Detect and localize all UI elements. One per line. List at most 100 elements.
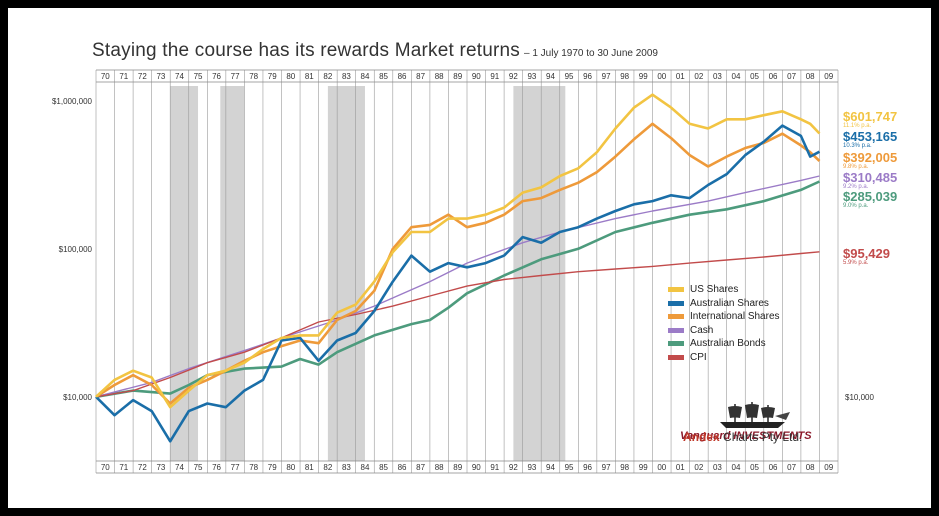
end-value-rate: 9.8% p.a. xyxy=(843,164,869,170)
x-tick-bottom: 81 xyxy=(305,463,314,472)
end-value-rate: 11.1% p.a. xyxy=(843,123,872,129)
legend-label: CPI xyxy=(690,351,707,363)
y-tick-label: $100,000 xyxy=(59,245,93,254)
x-tick-top: 70 xyxy=(101,72,110,81)
end-value-rate: 5.9% p.a. xyxy=(843,260,869,266)
chart-title: Staying the course has its rewards Marke… xyxy=(92,40,658,62)
x-tick-top: 91 xyxy=(490,72,499,81)
vanguard-logo-text: Vanguard INVESTMENTS xyxy=(680,430,812,442)
end-value-amount: $453,165 xyxy=(843,129,898,144)
end-value-rate: 9.2% p.a. xyxy=(843,184,869,190)
legend-entry: Australian Bonds xyxy=(668,337,780,351)
andex-credit: Andex Charts Pty Ltd. xyxy=(683,430,802,444)
legend-swatch xyxy=(668,300,684,306)
x-tick-top: 06 xyxy=(769,72,778,81)
x-tick-bottom: 01 xyxy=(676,463,685,472)
x-tick-top: 80 xyxy=(286,72,295,81)
x-tick-top: 72 xyxy=(138,72,147,81)
legend-swatch xyxy=(668,354,684,360)
x-tick-top: 84 xyxy=(361,72,370,81)
x-tick-bottom: 98 xyxy=(620,463,629,472)
x-tick-bottom: 04 xyxy=(732,463,741,472)
legend-swatch xyxy=(668,287,684,293)
x-tick-bottom: 94 xyxy=(546,463,555,472)
end-value-amount: $95,429 xyxy=(843,246,890,261)
x-tick-bottom: 78 xyxy=(249,463,258,472)
end-value-amount: $392,005 xyxy=(843,150,898,165)
end-value: $310,485 9.2% p.a. xyxy=(843,171,897,191)
x-tick-top: 04 xyxy=(732,72,741,81)
x-tick-bottom: 71 xyxy=(119,463,128,472)
x-tick-top: 79 xyxy=(268,72,277,81)
x-tick-bottom: 93 xyxy=(527,463,536,472)
x-tick-top: 07 xyxy=(787,72,796,81)
chart-title-sub: – 1 July 1970 to 30 June 2009 xyxy=(523,48,658,59)
x-tick-bottom: 06 xyxy=(769,463,778,472)
x-tick-top: 99 xyxy=(639,72,648,81)
x-tick-bottom: 92 xyxy=(509,463,518,472)
legend-label: Cash xyxy=(690,324,714,336)
x-tick-top: 05 xyxy=(750,72,759,81)
legend: US Shares Australian Shares International … xyxy=(668,283,780,364)
legend-entry: Cash xyxy=(668,324,780,338)
x-tick-top: 83 xyxy=(342,72,351,81)
x-tick-top: 97 xyxy=(602,72,611,81)
x-tick-bottom: 09 xyxy=(824,463,833,472)
series-line-us-shares xyxy=(95,93,821,409)
chart-title-main: Staying the course has its rewards Marke… xyxy=(92,40,520,61)
legend-entry: US Shares xyxy=(668,283,780,297)
x-tick-bottom: 00 xyxy=(657,463,666,472)
x-tick-top: 94 xyxy=(546,72,555,81)
x-tick-bottom: 87 xyxy=(416,463,425,472)
x-tick-bottom: 84 xyxy=(361,463,370,472)
end-value: $601,747 11.1% p.a. xyxy=(843,110,897,130)
end-value: $453,165 10.3% p.a. xyxy=(843,130,897,150)
x-tick-top: 95 xyxy=(565,72,574,81)
x-tick-top: 89 xyxy=(453,72,462,81)
end-value: $95,429 5.9% p.a. xyxy=(843,247,890,267)
x-tick-bottom: 80 xyxy=(286,463,295,472)
x-tick-bottom: 72 xyxy=(138,463,147,472)
x-tick-top: 98 xyxy=(620,72,629,81)
x-tick-bottom: 03 xyxy=(713,463,722,472)
end-value-rate: 9.0% p.a. xyxy=(843,203,869,209)
x-tick-top: 77 xyxy=(231,72,240,81)
legend-label: Australian Shares xyxy=(690,297,769,309)
end-value-rate: 10.3% p.a. xyxy=(843,143,872,149)
series-line-australian-shares xyxy=(95,124,821,443)
x-tick-bottom: 02 xyxy=(694,463,703,472)
legend-entry: International Shares xyxy=(668,310,780,324)
vanguard-logo: Vanguard INVESTMENTS xyxy=(680,400,812,442)
x-tick-top: 74 xyxy=(175,72,184,81)
x-tick-top: 78 xyxy=(249,72,258,81)
andex-word: Andex xyxy=(683,430,720,444)
right-tick-label: $10,000 xyxy=(845,393,874,402)
x-tick-bottom: 82 xyxy=(323,463,332,472)
x-tick-top: 96 xyxy=(583,72,592,81)
shaded-period-2 xyxy=(327,86,365,461)
x-tick-bottom: 75 xyxy=(194,463,203,472)
x-tick-top: 09 xyxy=(824,72,833,81)
series-line-international-shares xyxy=(95,122,821,405)
x-tick-bottom: 08 xyxy=(806,463,815,472)
x-tick-top: 73 xyxy=(156,72,165,81)
x-tick-bottom: 79 xyxy=(268,463,277,472)
legend-swatch xyxy=(668,327,684,333)
x-tick-bottom: 73 xyxy=(156,463,165,472)
x-tick-bottom: 83 xyxy=(342,463,351,472)
legend-entry: CPI xyxy=(668,351,780,365)
end-value: $392,005 9.8% p.a. xyxy=(843,151,897,171)
x-tick-bottom: 96 xyxy=(583,463,592,472)
andex-rest: Charts Pty Ltd. xyxy=(719,430,803,444)
legend-label: International Shares xyxy=(690,311,780,323)
legend-swatch xyxy=(668,341,684,347)
x-tick-bottom: 97 xyxy=(602,463,611,472)
x-tick-top: 00 xyxy=(657,72,666,81)
x-tick-bottom: 07 xyxy=(787,463,796,472)
y-tick-label: $10,000 xyxy=(63,393,92,402)
x-tick-bottom: 05 xyxy=(750,463,759,472)
end-value-amount: $310,485 xyxy=(843,170,898,185)
x-tick-top: 87 xyxy=(416,72,425,81)
legend-swatch xyxy=(668,314,684,320)
